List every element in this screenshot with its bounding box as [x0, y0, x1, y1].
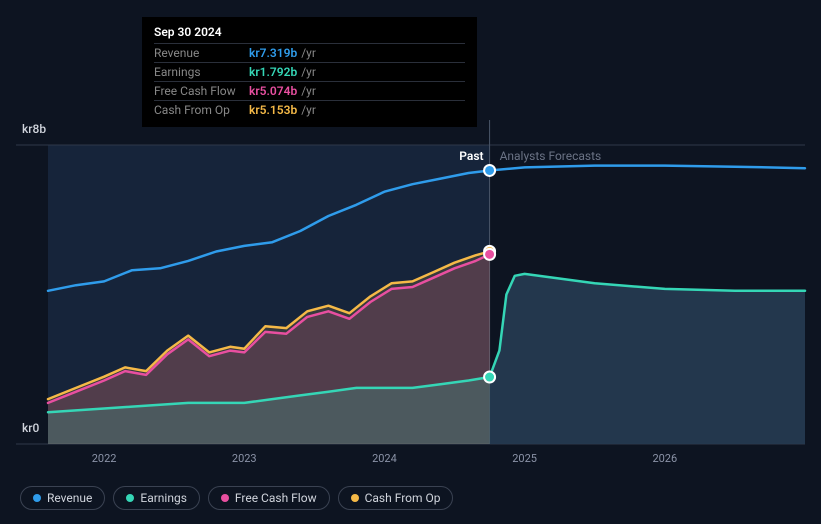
chart-container: kr0kr8bPastAnalysts Forecasts20222023202… — [0, 0, 821, 524]
tooltip-date: Sep 30 2024 — [154, 25, 465, 39]
tooltip-label: Free Cash Flow — [154, 84, 249, 98]
legend-dot-icon — [33, 494, 41, 502]
tooltip-row: Cash From Opkr5.153b/yr — [154, 100, 465, 119]
forecast-label: Analysts Forecasts — [500, 149, 602, 163]
x-axis-label: 2026 — [652, 452, 677, 465]
tooltip-row: Earningskr1.792b/yr — [154, 62, 465, 81]
legend-item[interactable]: Free Cash Flow — [208, 486, 330, 510]
tooltip-value: kr1.792b — [249, 65, 297, 79]
tooltip: Sep 30 2024 Revenuekr7.319b/yrEarningskr… — [142, 17, 477, 127]
legend-dot-icon — [351, 494, 359, 502]
x-axis: 2022 2023 2024 2025 2026 — [92, 452, 677, 465]
legend-item[interactable]: Earnings — [113, 486, 200, 510]
series-marker — [484, 372, 495, 383]
tooltip-value: kr5.153b — [249, 103, 297, 117]
tooltip-row: Free Cash Flowkr5.074b/yr — [154, 81, 465, 100]
tooltip-unit: /yr — [301, 84, 316, 98]
tooltip-label: Cash From Op — [154, 103, 249, 117]
tooltip-unit: /yr — [301, 65, 316, 79]
legend-label: Cash From Op — [365, 491, 441, 505]
tooltip-label: Revenue — [154, 46, 249, 60]
legend-label: Revenue — [47, 491, 92, 505]
series-marker — [484, 165, 495, 176]
legend-item[interactable]: Revenue — [20, 486, 105, 510]
tooltip-unit: /yr — [301, 103, 316, 117]
legend: Revenue Earnings Free Cash Flow Cash From O… — [20, 486, 453, 510]
series-marker — [484, 249, 495, 260]
tooltip-value: kr7.319b — [249, 46, 297, 60]
legend-label: Earnings — [140, 491, 187, 505]
x-axis-label: 2025 — [512, 452, 537, 465]
legend-dot-icon — [221, 494, 229, 502]
tooltip-label: Earnings — [154, 65, 249, 79]
legend-item[interactable]: Cash From Op — [338, 486, 454, 510]
forecast-area — [490, 274, 805, 444]
y-axis-label: kr0 — [22, 421, 40, 435]
tooltip-unit: /yr — [301, 46, 316, 60]
past-label: Past — [459, 149, 483, 163]
x-axis-label: 2023 — [232, 452, 257, 465]
x-axis-label: 2022 — [92, 452, 117, 465]
y-axis-label: kr8b — [22, 122, 46, 136]
legend-label: Free Cash Flow — [235, 491, 317, 505]
legend-dot-icon — [126, 494, 134, 502]
x-axis-label: 2024 — [372, 452, 397, 465]
tooltip-value: kr5.074b — [249, 84, 297, 98]
tooltip-row: Revenuekr7.319b/yr — [154, 43, 465, 62]
